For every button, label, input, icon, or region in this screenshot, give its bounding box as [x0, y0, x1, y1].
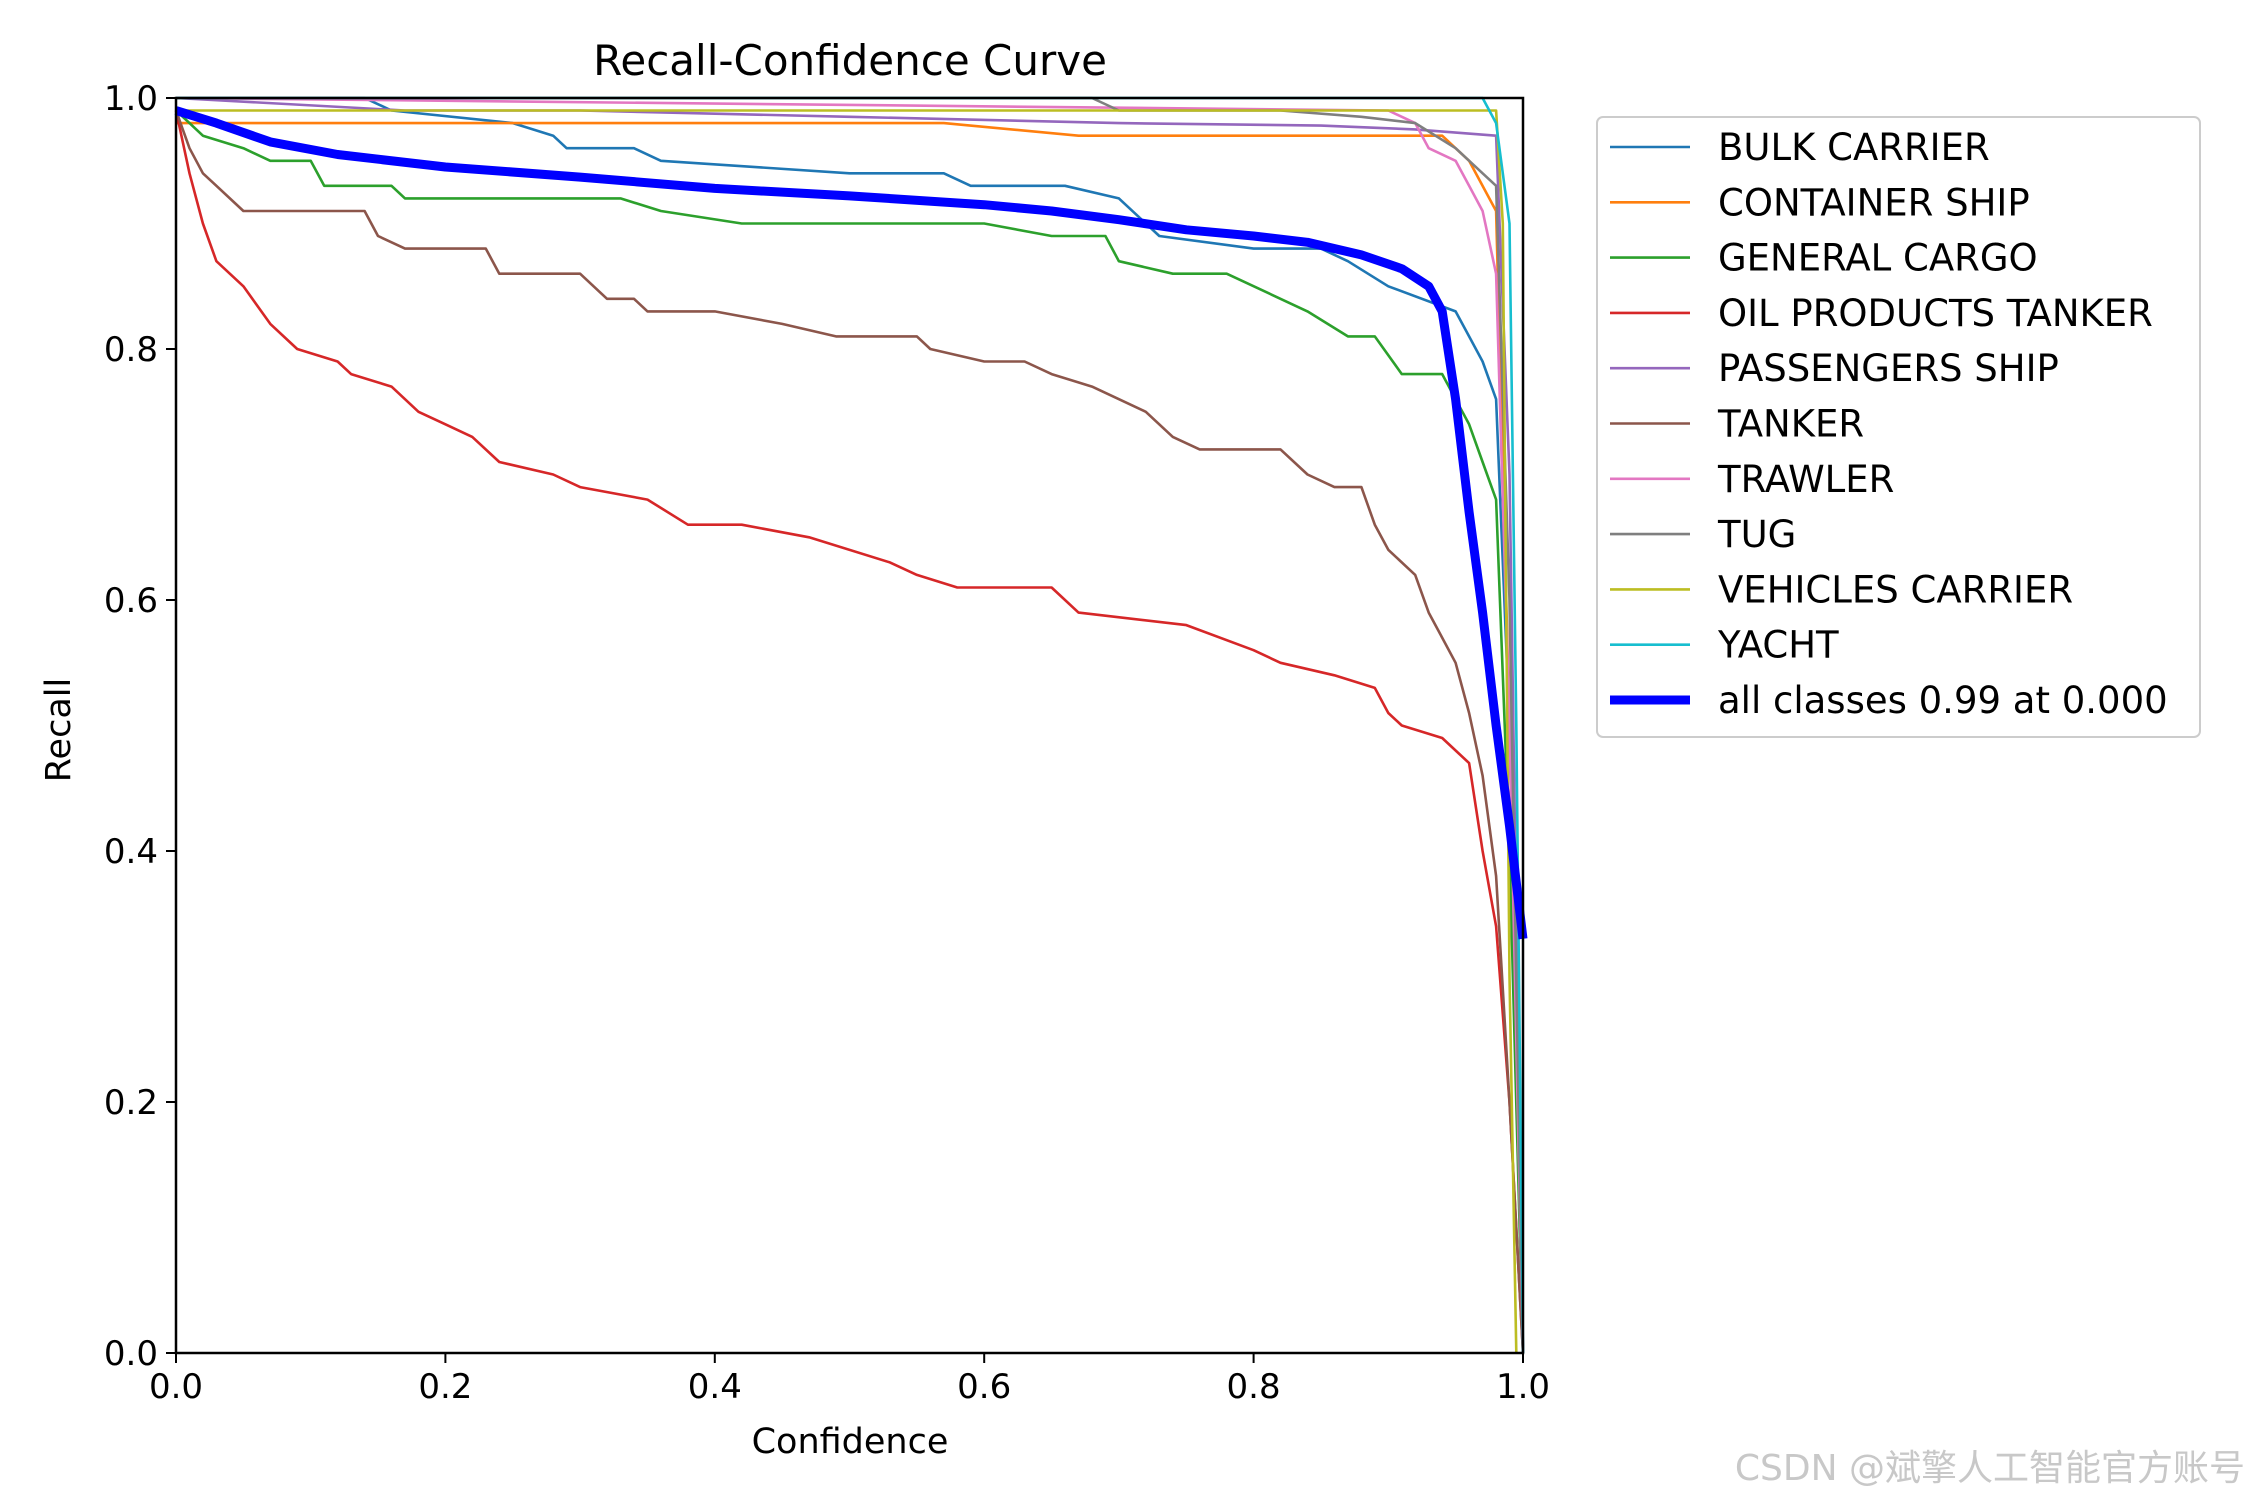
y-tick-label: 0.0 — [104, 1334, 158, 1374]
y-tick-label: 0.2 — [104, 1083, 158, 1123]
y-tick-label: 0.6 — [104, 581, 158, 621]
legend-label: TUG — [1717, 513, 1796, 556]
legend-label: YACHT — [1717, 624, 1839, 667]
series-line-7 — [176, 96, 1525, 1354]
series-line-2 — [175, 109, 1525, 1354]
legend-label: GENERAL CARGO — [1718, 237, 2038, 280]
series-line-5 — [174, 110, 1525, 1354]
series-line-0 — [176, 96, 1525, 1354]
watermark: CSDN @斌擎人工智能官方账号 — [1735, 1448, 2245, 1489]
legend-box — [1596, 116, 2201, 738]
legend-label: BULK CARRIER — [1718, 126, 1990, 169]
x-tick-label: 0.2 — [418, 1367, 472, 1407]
x-tick-label: 0.0 — [149, 1367, 203, 1407]
legend: BULK CARRIER CONTAINER SHIP GENERAL CARGO O… — [1596, 116, 2201, 738]
series-line-10 — [174, 106, 1528, 940]
legend-label: CONTAINER SHIP — [1718, 181, 2030, 224]
plot-frame — [174, 96, 1525, 1355]
legend-label: TANKER — [1717, 403, 1864, 446]
x-axis-ticks: 0.0 0.2 0.4 0.6 0.8 1.0 — [149, 1353, 1550, 1407]
y-axis-label: Recall — [39, 678, 79, 782]
y-axis-ticks: 0.0 0.2 0.4 0.6 0.8 1.0 — [104, 79, 176, 1374]
plot-lines — [174, 96, 1528, 1354]
series-line-4 — [175, 96, 1525, 1354]
x-tick-label: 1.0 — [1496, 1367, 1550, 1407]
legend-label: VEHICLES CARRIER — [1718, 568, 2073, 611]
series-line-1 — [176, 121, 1525, 1354]
legend-label: OIL PRODUCTS TANKER — [1718, 292, 2153, 335]
chart-title: Recall-Confidence Curve — [593, 36, 1107, 85]
series-line-3 — [174, 110, 1525, 1354]
legend-label: TRAWLER — [1717, 458, 1894, 501]
y-tick-label: 0.4 — [104, 832, 158, 872]
x-tick-label: 0.6 — [957, 1367, 1011, 1407]
legend-label: all classes 0.99 at 0.000 — [1718, 679, 2168, 722]
x-tick-label: 0.4 — [688, 1367, 742, 1407]
y-tick-label: 1.0 — [104, 79, 158, 119]
series-line-8 — [176, 109, 1518, 1354]
legend-label: PASSENGERS SHIP — [1718, 347, 2059, 390]
series-line-6 — [175, 96, 1525, 1354]
x-axis-label: Confidence — [752, 1422, 949, 1462]
y-tick-label: 0.8 — [104, 330, 158, 370]
x-tick-label: 0.8 — [1227, 1367, 1281, 1407]
series-line-9 — [176, 96, 1525, 1354]
